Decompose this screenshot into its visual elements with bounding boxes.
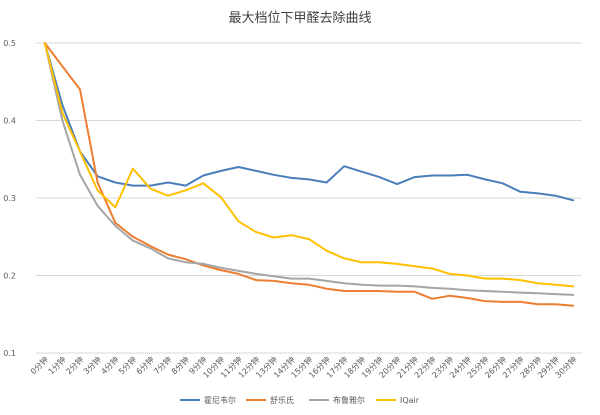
y-tick-label: 0.4: [3, 117, 16, 126]
x-tick-label: 5分钟: [116, 354, 138, 376]
legend-label: IQair: [400, 396, 420, 405]
y-tick-label: 0.2: [3, 272, 16, 281]
legend-label: 霍尼韦尔: [204, 395, 236, 405]
series-line-4: [43, 42, 575, 288]
y-axis-ticks: 0.1 0.2 0.3 0.4 0.5: [3, 39, 16, 358]
legend-label: 舒乐氏: [270, 395, 294, 405]
series-lines: [43, 42, 575, 307]
x-tick-label: 4分钟: [99, 354, 121, 376]
y-tick-label: 0.3: [3, 194, 16, 203]
chart-title: 最大档位下甲醛去除曲线: [228, 10, 371, 26]
x-tick-label: 8分钟: [169, 354, 191, 376]
x-tick-label: 1分钟: [46, 354, 68, 376]
x-tick-label: 7分钟: [152, 354, 174, 376]
series-line-2: [43, 42, 575, 307]
legend: 霍尼韦尔 舒乐氏 布鲁雅尔 IQair: [180, 395, 420, 405]
series-line-3: [43, 42, 575, 296]
y-tick-label: 0.5: [3, 39, 16, 48]
x-axis-ticks: 0分钟1分钟2分钟3分钟4分钟5分钟6分钟7分钟8分钟9分钟10分钟11分钟12…: [28, 354, 578, 380]
x-tick-label: 3分钟: [81, 354, 103, 376]
grid-lines: [36, 42, 582, 354]
y-tick-label: 0.1: [3, 349, 16, 358]
x-tick-label: 6分钟: [134, 354, 156, 376]
x-tick-label: 2分钟: [63, 354, 85, 376]
series-line-1: [43, 42, 575, 202]
legend-label: 布鲁雅尔: [333, 395, 365, 405]
x-tick-label: 0分钟: [28, 354, 50, 376]
